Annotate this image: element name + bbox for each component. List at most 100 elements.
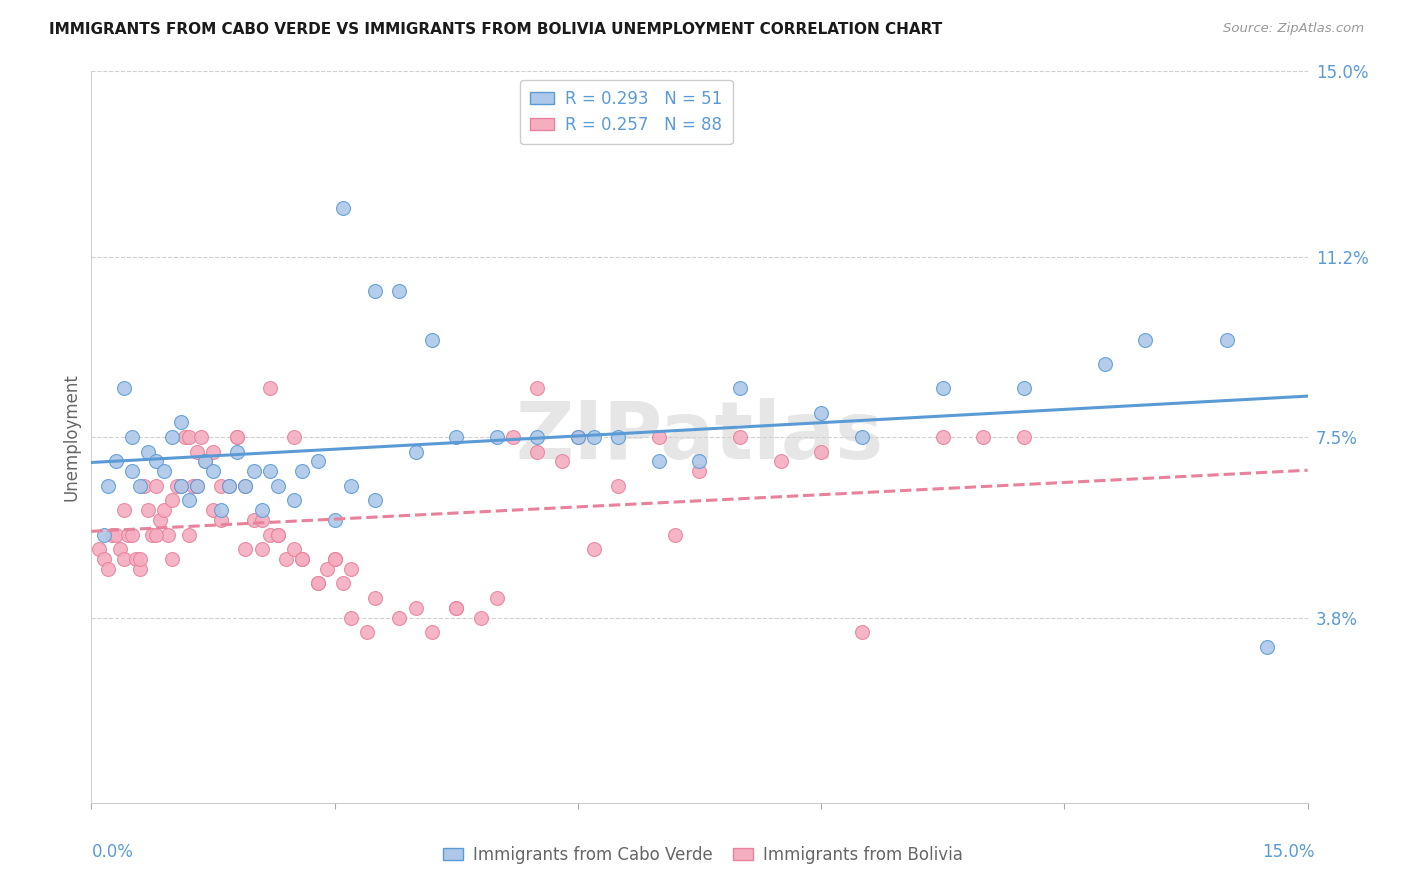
Point [405,444,427,458]
Point [177,527,200,541]
Point [129,552,152,566]
Point [526,381,548,395]
Point [235,542,257,557]
Point [444,600,467,615]
Point [173,430,195,444]
Text: 15.0%: 15.0% [1263,843,1315,861]
Point [291,552,314,566]
Point [283,542,305,557]
Point [153,464,176,478]
Point [851,430,873,444]
Point [340,562,363,576]
Point [291,552,314,566]
Point [405,600,427,615]
Point [108,542,131,557]
Point [567,430,589,444]
Point [129,562,152,576]
Point [242,513,264,527]
Point [117,527,139,541]
Point [485,430,508,444]
Point [190,430,212,444]
Point [851,625,873,640]
Point [121,527,143,541]
Point [388,284,411,298]
Point [267,527,290,541]
Point [162,430,184,444]
Point [186,479,208,493]
Point [145,454,167,468]
Legend: Immigrants from Cabo Verde, Immigrants from Bolivia: Immigrants from Cabo Verde, Immigrants f… [436,839,970,871]
Point [485,591,508,605]
Point [89,542,111,557]
Point [388,610,411,624]
Point [550,454,572,468]
Point [931,430,953,444]
Point [181,479,204,493]
Point [202,464,225,478]
Point [136,444,159,458]
Point [972,430,994,444]
Point [166,479,188,493]
Point [728,381,751,395]
Point [186,479,208,493]
Point [100,527,122,541]
Point [242,464,264,478]
Point [194,454,217,468]
Point [502,430,524,444]
Point [226,430,249,444]
Point [218,479,240,493]
Point [810,406,832,420]
Point [364,284,387,298]
Point [315,562,337,576]
Point [364,493,387,508]
Point [112,552,135,566]
Point [250,513,273,527]
Point [1256,640,1278,654]
Point [470,610,492,624]
Point [145,527,167,541]
Point [157,527,180,541]
Point [194,454,217,468]
Point [567,430,589,444]
Point [526,430,548,444]
Point [226,444,249,458]
Point [162,552,184,566]
Point [648,454,671,468]
Text: IMMIGRANTS FROM CABO VERDE VS IMMIGRANTS FROM BOLIVIA UNEMPLOYMENT CORRELATION C: IMMIGRANTS FROM CABO VERDE VS IMMIGRANTS… [49,22,942,37]
Text: 0.0%: 0.0% [91,843,134,861]
Point [169,479,191,493]
Point [444,600,467,615]
Point [607,430,630,444]
Point [259,464,281,478]
Point [93,552,115,566]
Point [177,430,200,444]
Point [307,576,329,591]
Point [274,552,297,566]
Point [340,479,363,493]
Point [162,493,184,508]
Point [323,513,346,527]
Point [104,454,127,468]
Point [364,591,387,605]
Point [307,454,329,468]
Point [149,513,172,527]
Point [235,479,257,493]
Point [267,479,290,493]
Point [186,444,208,458]
Point [209,503,232,517]
Point [283,430,305,444]
Point [112,503,135,517]
Point [583,430,606,444]
Point [97,562,120,576]
Point [1012,381,1035,395]
Point [169,479,191,493]
Point [420,333,443,347]
Point [810,444,832,458]
Point [291,464,314,478]
Point [121,464,143,478]
Point [323,552,346,566]
Point [931,381,953,395]
Point [209,479,232,493]
Point [235,479,257,493]
Point [607,479,630,493]
